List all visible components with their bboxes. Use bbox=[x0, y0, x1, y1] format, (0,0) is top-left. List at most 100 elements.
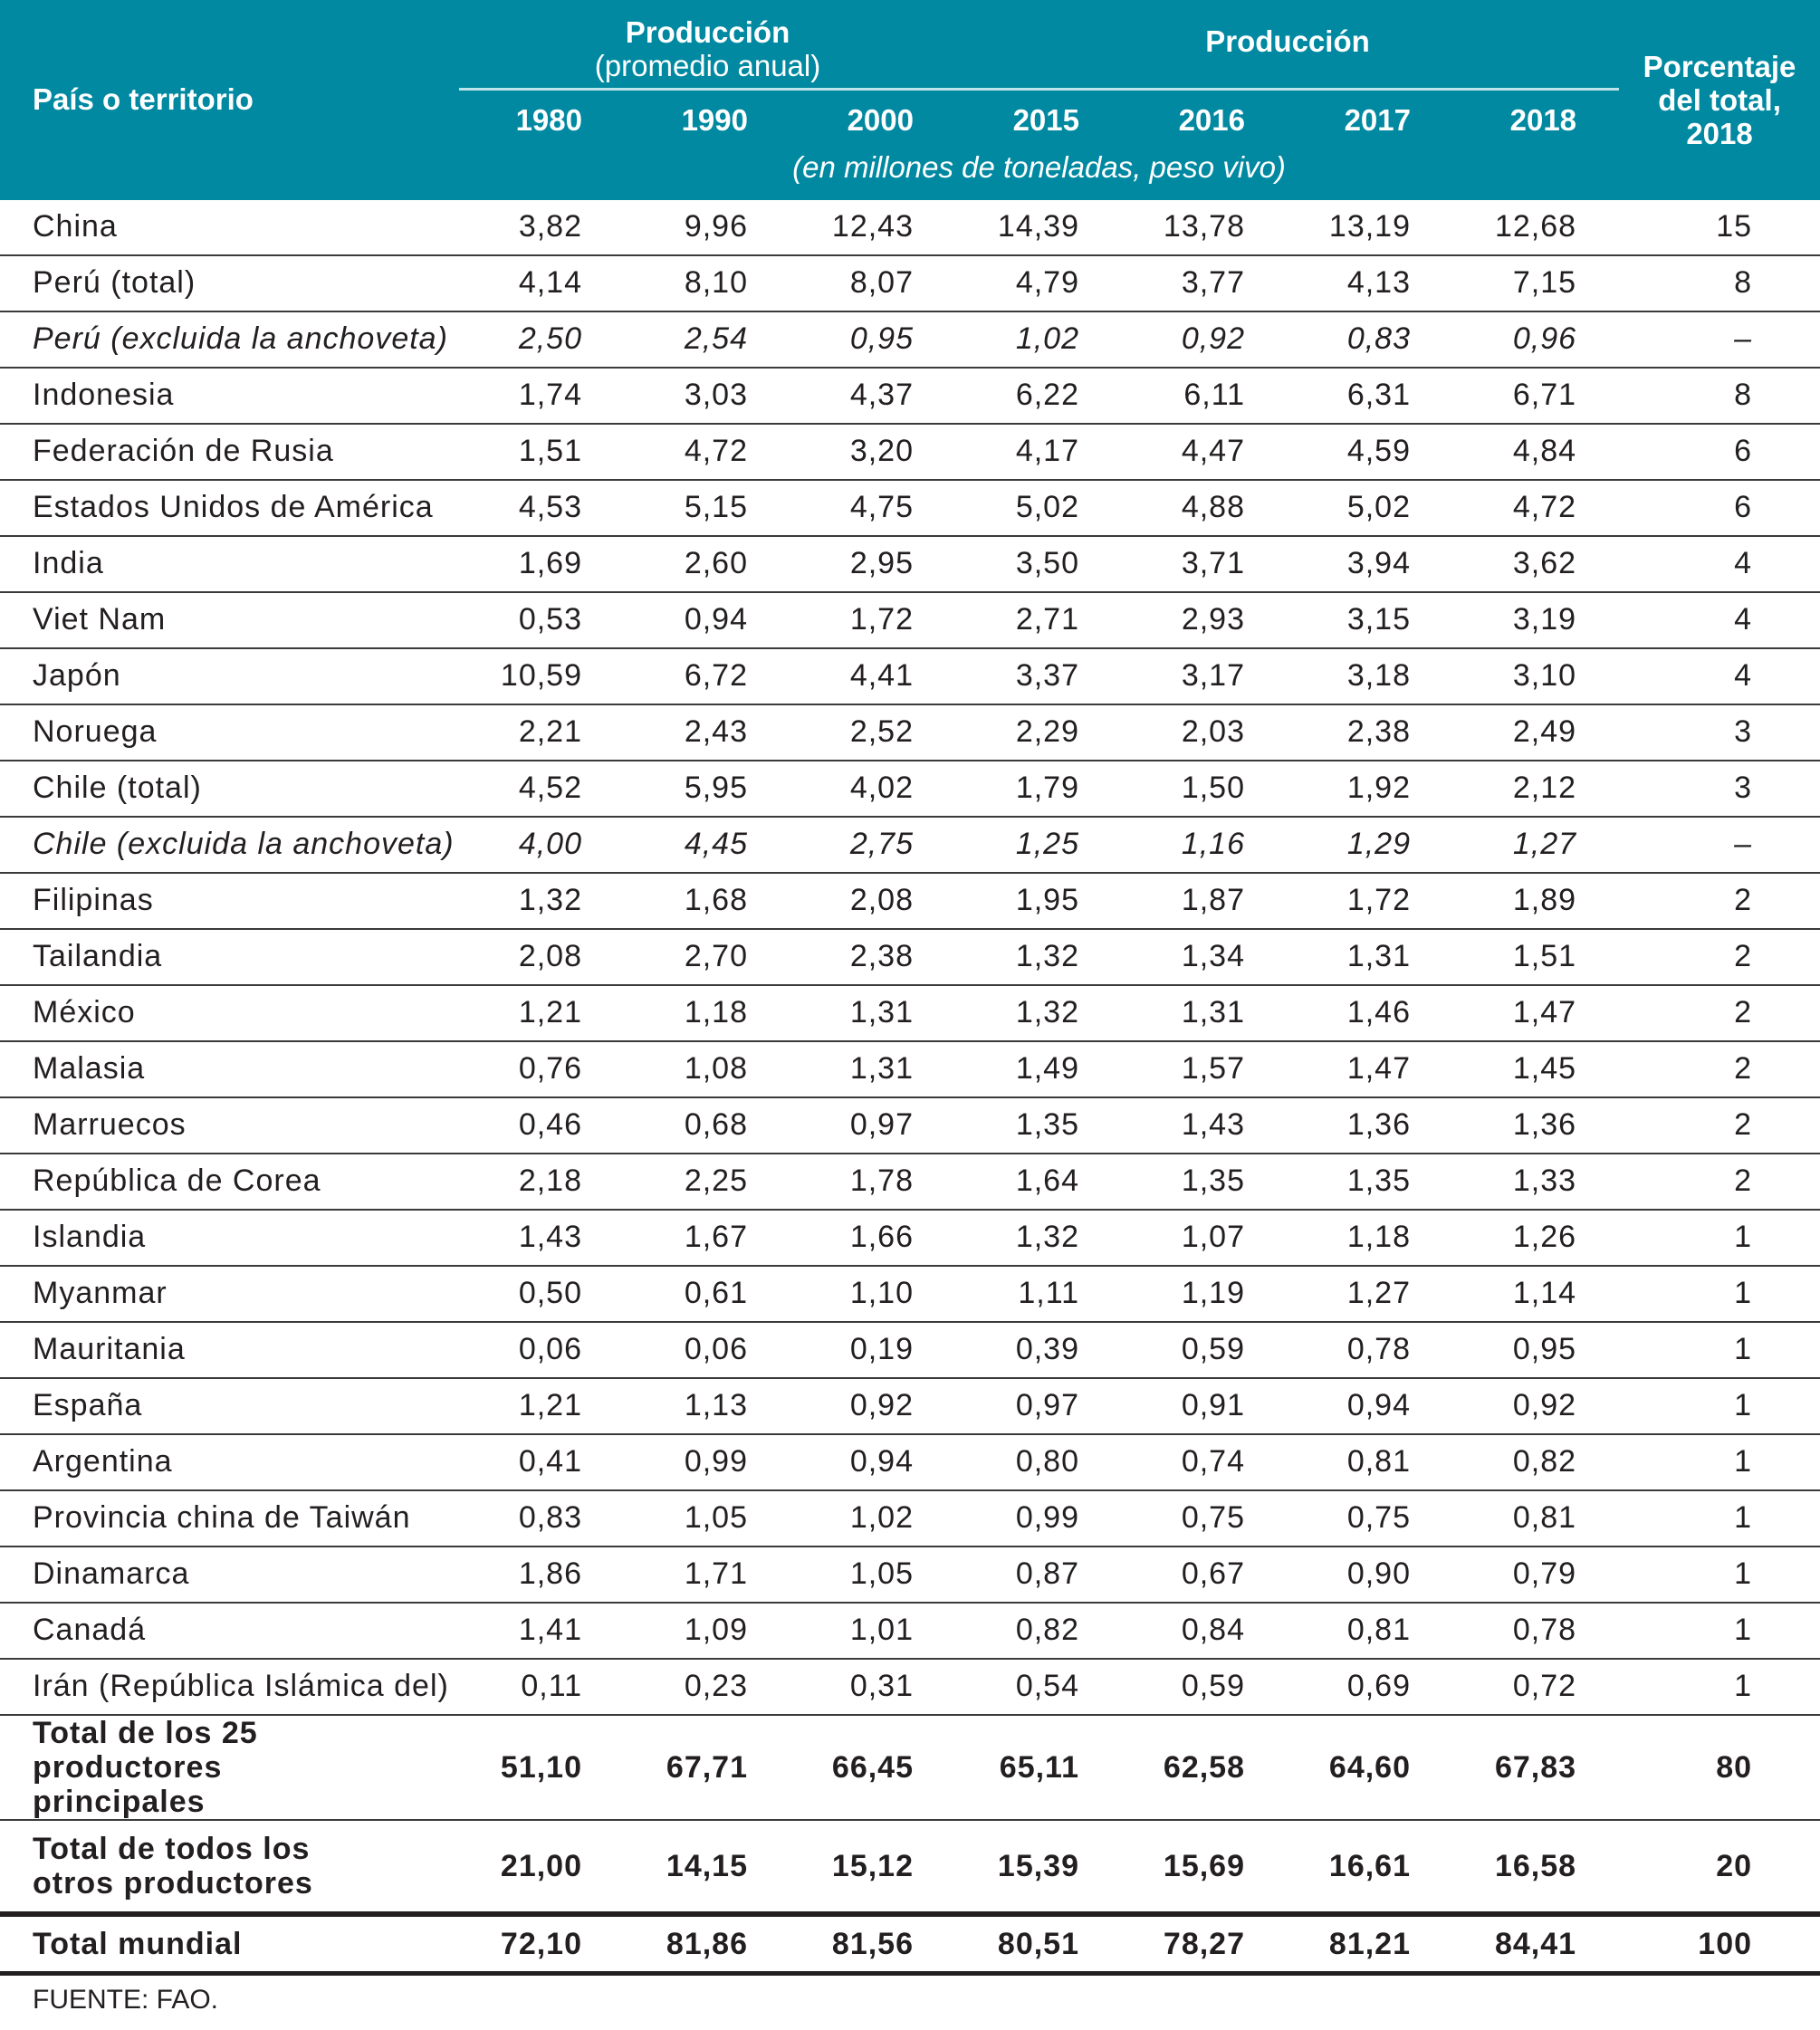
table-row: Chile (total) 4,52 5,95 4,02 1,79 1,50 1,92 2,1… bbox=[0, 760, 1820, 818]
value-cell-2017: 1,47 bbox=[1288, 1040, 1453, 1098]
value-cell-1990: 0,23 bbox=[625, 1658, 790, 1716]
year-header: 2015 bbox=[956, 89, 1122, 150]
table-body: China 3,82 9,96 12,43 14,39 13,78 13,19 12,68 15… bbox=[0, 199, 1820, 1976]
value-cell-2016: 3,77 bbox=[1122, 254, 1288, 312]
value-cell-2016: 15,69 bbox=[1122, 1819, 1288, 1915]
value-cell-2015: 1,49 bbox=[956, 1040, 1122, 1098]
value-cell-1980: 2,50 bbox=[459, 311, 625, 369]
value-cell-2016: 0,91 bbox=[1122, 1377, 1288, 1435]
percent-cell: – bbox=[1619, 311, 1820, 369]
table-row: Estados Unidos de América 4,53 5,15 4,75 5,0… bbox=[0, 479, 1820, 537]
value-cell-2015: 15,39 bbox=[956, 1819, 1122, 1915]
table-row: India 1,69 2,60 2,95 3,50 3,71 3,94 3,62 4 bbox=[0, 535, 1820, 593]
country-name: Total mundial bbox=[0, 1910, 459, 1976]
percent-cell: 1 bbox=[1619, 1489, 1820, 1547]
value-cell-1980: 1,69 bbox=[459, 535, 625, 593]
percent-cell: 2 bbox=[1619, 1040, 1820, 1098]
value-cell-1990: 1,71 bbox=[625, 1546, 790, 1604]
value-cell-1980: 2,21 bbox=[459, 704, 625, 761]
value-cell-2000: 0,31 bbox=[790, 1658, 956, 1716]
value-cell-2016: 62,58 bbox=[1122, 1714, 1288, 1821]
value-cell-2015: 1,64 bbox=[956, 1153, 1122, 1211]
value-cell-2017: 5,02 bbox=[1288, 479, 1453, 537]
table-row: Mauritania 0,06 0,06 0,19 0,39 0,59 0,78 0,95 1 bbox=[0, 1321, 1820, 1379]
pct-header-line: del total, bbox=[1658, 82, 1781, 117]
table-row: España 1,21 1,13 0,92 0,97 0,91 0,94 0,92 1 bbox=[0, 1377, 1820, 1435]
value-cell-2016: 1,57 bbox=[1122, 1040, 1288, 1098]
country-name: Filipinas bbox=[0, 872, 459, 930]
value-cell-2000: 2,38 bbox=[790, 928, 956, 986]
total-row: Total mundial 72,10 81,86 81,56 80,51 78,27 81… bbox=[0, 1910, 1820, 1976]
value-cell-2016: 4,88 bbox=[1122, 479, 1288, 537]
percent-cell: 1 bbox=[1619, 1658, 1820, 1716]
value-cell-2018: 84,41 bbox=[1453, 1910, 1620, 1976]
value-cell-2018: 7,15 bbox=[1453, 254, 1620, 312]
value-cell-2016: 1,19 bbox=[1122, 1265, 1288, 1323]
table-row: Chile (excluida la anchoveta) 4,00 4,45 2,7… bbox=[0, 816, 1820, 874]
value-cell-2016: 13,78 bbox=[1122, 199, 1288, 256]
table-row: Malasia 0,76 1,08 1,31 1,49 1,57 1,47 1,45 2 bbox=[0, 1040, 1820, 1098]
pct-header-line: Porcentaje bbox=[1643, 49, 1796, 83]
value-cell-2018: 0,81 bbox=[1453, 1489, 1620, 1547]
value-cell-2000: 12,43 bbox=[790, 199, 956, 256]
value-cell-1980: 1,51 bbox=[459, 423, 625, 481]
value-cell-2018: 0,72 bbox=[1453, 1658, 1620, 1716]
value-cell-2018: 1,51 bbox=[1453, 928, 1620, 986]
value-cell-1990: 1,09 bbox=[625, 1602, 790, 1660]
value-cell-2000: 81,56 bbox=[790, 1910, 956, 1976]
value-cell-1980: 0,53 bbox=[459, 591, 625, 649]
value-cell-2016: 6,11 bbox=[1122, 367, 1288, 425]
value-cell-1990: 6,72 bbox=[625, 647, 790, 705]
value-cell-2015: 2,71 bbox=[956, 591, 1122, 649]
value-cell-1990: 2,70 bbox=[625, 928, 790, 986]
country-name: Federación de Rusia bbox=[0, 423, 459, 481]
value-cell-2015: 6,22 bbox=[956, 367, 1122, 425]
value-cell-1990: 67,71 bbox=[625, 1714, 790, 1821]
value-cell-2015: 1,95 bbox=[956, 872, 1122, 930]
value-cell-2018: 0,78 bbox=[1453, 1602, 1620, 1660]
country-name: Islandia bbox=[0, 1209, 459, 1267]
year-header: 2016 bbox=[1122, 89, 1288, 150]
country-name: Perú (total) bbox=[0, 254, 459, 312]
value-cell-2017: 1,35 bbox=[1288, 1153, 1453, 1211]
percent-cell: 4 bbox=[1619, 535, 1820, 593]
table-row: Marruecos 0,46 0,68 0,97 1,35 1,43 1,36 1,36 2 bbox=[0, 1096, 1820, 1154]
percent-cell: 2 bbox=[1619, 928, 1820, 986]
value-cell-2000: 15,12 bbox=[790, 1819, 956, 1915]
value-cell-1980: 0,06 bbox=[459, 1321, 625, 1379]
value-cell-1990: 0,99 bbox=[625, 1433, 790, 1491]
value-cell-1990: 1,67 bbox=[625, 1209, 790, 1267]
country-name: Myanmar bbox=[0, 1265, 459, 1323]
value-cell-1990: 2,60 bbox=[625, 535, 790, 593]
value-cell-2000: 0,92 bbox=[790, 1377, 956, 1435]
percent-cell: 8 bbox=[1619, 254, 1820, 312]
value-cell-2015: 14,39 bbox=[956, 199, 1122, 256]
value-cell-1990: 1,18 bbox=[625, 984, 790, 1042]
value-cell-2015: 65,11 bbox=[956, 1714, 1122, 1821]
country-name: México bbox=[0, 984, 459, 1042]
value-cell-2017: 1,31 bbox=[1288, 928, 1453, 986]
value-cell-2000: 0,97 bbox=[790, 1096, 956, 1154]
value-cell-1990: 0,68 bbox=[625, 1096, 790, 1154]
table-row: Federación de Rusia 1,51 4,72 3,20 4,17 4,47 4… bbox=[0, 423, 1820, 481]
value-cell-2015: 5,02 bbox=[956, 479, 1122, 537]
value-cell-1980: 72,10 bbox=[459, 1910, 625, 1976]
value-cell-2016: 1,31 bbox=[1122, 984, 1288, 1042]
value-cell-2000: 1,78 bbox=[790, 1153, 956, 1211]
value-cell-2015: 1,32 bbox=[956, 984, 1122, 1042]
country-name: Total de todos los otros productores bbox=[0, 1819, 459, 1915]
year-header: 2017 bbox=[1288, 89, 1453, 150]
percent-cell: 1 bbox=[1619, 1265, 1820, 1323]
value-cell-2018: 0,82 bbox=[1453, 1433, 1620, 1491]
value-cell-2000: 1,01 bbox=[790, 1602, 956, 1660]
value-cell-1990: 0,94 bbox=[625, 591, 790, 649]
value-cell-2017: 0,69 bbox=[1288, 1658, 1453, 1716]
value-cell-1990: 2,43 bbox=[625, 704, 790, 761]
value-cell-2016: 0,67 bbox=[1122, 1546, 1288, 1604]
percent-cell: 1 bbox=[1619, 1602, 1820, 1660]
value-cell-2018: 1,89 bbox=[1453, 872, 1620, 930]
percent-cell: 80 bbox=[1619, 1714, 1820, 1821]
value-cell-1980: 1,86 bbox=[459, 1546, 625, 1604]
value-cell-2018: 12,68 bbox=[1453, 199, 1620, 256]
country-name: India bbox=[0, 535, 459, 593]
